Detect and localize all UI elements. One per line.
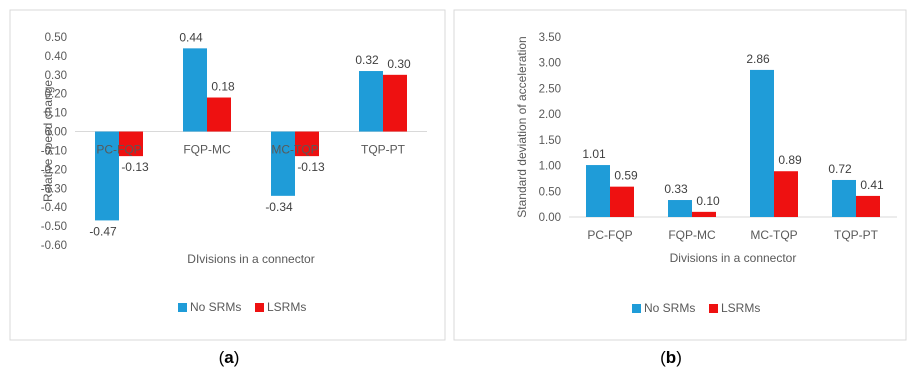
category-label: FQP-MC bbox=[183, 143, 231, 157]
panel-frame bbox=[453, 9, 907, 341]
bar-lsrms bbox=[295, 131, 319, 157]
y-tick-label: 0.50 bbox=[45, 32, 67, 44]
category-label: MC-TQP bbox=[271, 143, 318, 157]
bar-no-srms bbox=[668, 200, 692, 217]
panel-label: (b) bbox=[660, 348, 682, 367]
y-tick-label: 0.10 bbox=[45, 108, 67, 120]
bar-lsrms bbox=[610, 186, 634, 217]
category-label: MC-TQP bbox=[750, 228, 797, 242]
legend-swatch bbox=[178, 303, 187, 312]
category-label: TQP-PT bbox=[361, 143, 406, 157]
y-tick-label: 0.00 bbox=[539, 212, 561, 224]
category-label: PC-FQP bbox=[96, 143, 141, 157]
y-tick-label: 3.50 bbox=[539, 32, 561, 44]
y-tick-label: 3.00 bbox=[539, 58, 561, 70]
bar-no-srms bbox=[271, 131, 295, 196]
data-label: 0.32 bbox=[355, 53, 379, 67]
y-tick-label: 0.50 bbox=[539, 186, 561, 198]
y-tick-label: 0.30 bbox=[45, 70, 67, 82]
y-tick-label: -0.40 bbox=[41, 202, 67, 214]
data-label: -0.34 bbox=[265, 200, 293, 214]
data-label: 0.41 bbox=[860, 178, 884, 192]
y-tick-label: 1.00 bbox=[539, 161, 561, 173]
bar-no-srms bbox=[95, 131, 119, 221]
y-tick-label: -0.60 bbox=[41, 240, 67, 252]
data-label: 0.59 bbox=[614, 169, 638, 183]
bar-no-srms bbox=[750, 69, 774, 218]
y-tick-label: -0.50 bbox=[41, 221, 67, 233]
data-label: 0.18 bbox=[211, 80, 235, 94]
y-tick-label: 0.20 bbox=[45, 89, 67, 101]
bar-no-srms bbox=[586, 165, 610, 217]
bar-lsrms bbox=[774, 171, 798, 217]
category-label: FQP-MC bbox=[668, 228, 716, 242]
legend-label: No SRMs bbox=[190, 300, 241, 314]
data-label: -0.47 bbox=[89, 224, 117, 238]
x-axis-title: Divisions in a connector bbox=[670, 251, 797, 265]
bar-lsrms bbox=[383, 74, 407, 132]
y-tick-label: 1.50 bbox=[539, 135, 561, 147]
y-tick-label: -0.10 bbox=[41, 145, 67, 157]
x-axis-title: DIvisions in a connector bbox=[187, 252, 314, 266]
data-label: 0.10 bbox=[696, 194, 720, 208]
bar-lsrms bbox=[207, 97, 231, 132]
legend-swatch bbox=[709, 304, 718, 313]
legend-label: LSRMs bbox=[267, 300, 306, 314]
data-label: 0.33 bbox=[664, 182, 688, 196]
bar-lsrms bbox=[119, 131, 143, 157]
bar-lsrms bbox=[692, 211, 716, 217]
panel-frame bbox=[9, 9, 446, 341]
bar-no-srms bbox=[832, 179, 856, 217]
legend-swatch bbox=[255, 303, 264, 312]
bar-no-srms bbox=[359, 71, 383, 132]
chart-panel-b: 0.00 0.50 1.00 1.50 2.00 2.50 3.00 3.50 1.01 0.59… bbox=[453, 9, 907, 367]
chart-panel-a: -0.60 -0.50 -0.40 -0.30 -0.20 -0.10 0.00 0.10 0.… bbox=[9, 9, 446, 367]
legend-label: No SRMs bbox=[644, 301, 695, 315]
legend-swatch bbox=[632, 304, 641, 313]
y-tick-label: -0.30 bbox=[41, 183, 67, 195]
legend-label: LSRMs bbox=[721, 301, 760, 315]
y-tick-label: 0.00 bbox=[45, 127, 67, 139]
data-label: 1.01 bbox=[582, 147, 606, 161]
bar-lsrms bbox=[856, 195, 880, 217]
data-label: 0.44 bbox=[179, 30, 203, 44]
y-axis-title: Relative speed change bbox=[41, 80, 55, 202]
y-tick-label: 2.50 bbox=[539, 83, 561, 95]
category-label: TQP-PT bbox=[834, 228, 879, 242]
data-label: -0.13 bbox=[297, 160, 325, 174]
data-label: -0.13 bbox=[121, 160, 149, 174]
data-label: 0.72 bbox=[828, 162, 852, 176]
data-label: 0.89 bbox=[778, 153, 802, 167]
category-label: PC-FQP bbox=[587, 228, 632, 242]
data-label: 0.30 bbox=[387, 57, 411, 71]
y-tick-label: 2.00 bbox=[539, 109, 561, 121]
data-label: 2.86 bbox=[746, 52, 770, 66]
y-tick-label: -0.20 bbox=[41, 164, 67, 176]
y-tick-label: 0.40 bbox=[45, 51, 67, 63]
bar-no-srms bbox=[183, 48, 207, 132]
y-axis-title: Standard deviation of acceleration bbox=[515, 36, 529, 217]
panel-label: (a) bbox=[219, 348, 240, 367]
